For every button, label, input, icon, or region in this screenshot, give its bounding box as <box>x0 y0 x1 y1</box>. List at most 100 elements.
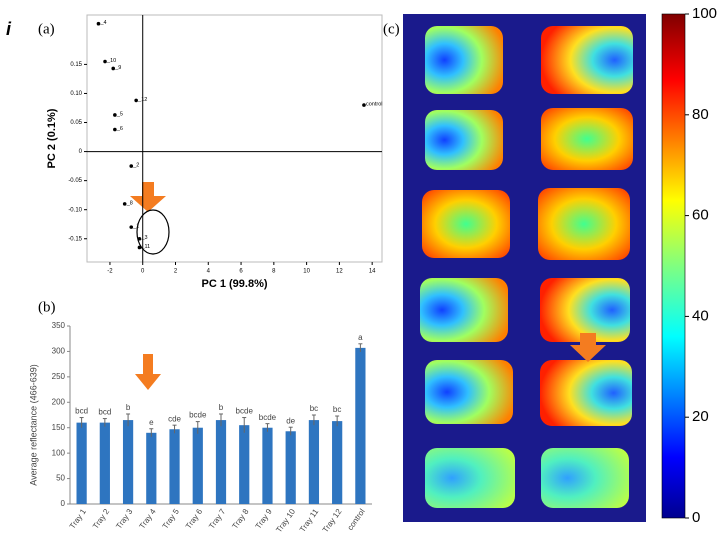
point <box>137 245 142 250</box>
image-background <box>403 14 646 522</box>
tile <box>425 26 503 94</box>
panel-label: (a) <box>38 21 55 37</box>
significance-label: cde <box>168 414 181 423</box>
significance-label: bcde <box>189 411 207 420</box>
y-axis-label: PC 2 (0.1%) <box>46 108 58 168</box>
point-label: _2 <box>132 163 139 169</box>
significance-label: bcde <box>236 407 254 416</box>
y-tick-label: -0.05 <box>68 178 82 184</box>
point <box>96 21 101 26</box>
tile <box>541 108 633 170</box>
x-tick-label: Tray 11 <box>298 507 321 534</box>
x-tick-label: 14 <box>369 269 376 275</box>
point <box>122 202 127 206</box>
tile <box>422 190 510 258</box>
x-tick-label: -2 <box>107 269 113 275</box>
point <box>111 66 116 71</box>
y-tick-label: 100 <box>52 448 66 457</box>
bar <box>192 427 203 504</box>
y-tick-label: 0 <box>79 149 83 155</box>
y-tick-label: 0.05 <box>70 120 82 126</box>
x-tick-label: Tray 7 <box>207 507 228 531</box>
x-tick-label: Tray 9 <box>254 507 275 531</box>
point-label: _5 <box>116 111 123 117</box>
y-tick-label: 250 <box>52 372 66 381</box>
significance-label: bc <box>310 404 318 413</box>
significance-label: e <box>149 418 154 427</box>
figure-label: i <box>6 19 12 39</box>
x-tick-label: 8 <box>272 269 276 275</box>
tile <box>420 278 508 342</box>
x-tick-label: Tray 1 <box>68 507 89 531</box>
point-label: _8 <box>126 200 133 206</box>
point-label: control <box>366 102 383 108</box>
colorbar-tick-label: 60 <box>692 207 709 224</box>
x-axis-label: PC 1 (99.8%) <box>201 278 267 290</box>
bar <box>215 420 227 504</box>
arrow <box>135 354 161 390</box>
x-tick-label: Tray 5 <box>161 507 182 531</box>
bar <box>239 425 250 504</box>
bar <box>332 421 343 504</box>
significance-label: bcde <box>259 413 277 422</box>
significance-label: bcd <box>98 408 111 417</box>
bar <box>308 420 320 504</box>
x-tick-label: Tray 12 <box>321 507 344 535</box>
colorbar-tick-label: 40 <box>692 307 709 324</box>
x-tick-label: Tray 6 <box>184 507 205 531</box>
y-tick-label: -0.15 <box>68 236 82 242</box>
y-tick-label: 300 <box>52 347 66 356</box>
y-tick-label: 0 <box>61 499 66 508</box>
x-tick-label: Tray 3 <box>114 507 135 531</box>
significance-label: bc <box>333 405 341 414</box>
plot-frame <box>86 14 383 263</box>
bar <box>76 422 87 504</box>
tile <box>425 360 513 424</box>
x-tick-label: Tray 4 <box>137 507 158 531</box>
point-label: _4 <box>99 20 106 26</box>
panel-label: (c) <box>383 21 400 37</box>
arrow <box>130 182 166 212</box>
point <box>103 59 107 64</box>
point-label: _6 <box>116 126 123 132</box>
tile <box>540 360 632 426</box>
point-label: _12 <box>137 97 147 103</box>
bar <box>146 432 157 504</box>
bar <box>355 347 366 504</box>
significance-label: a <box>358 333 363 342</box>
y-tick-label: 200 <box>52 397 66 406</box>
colorbar-tick-label: 100 <box>692 5 717 22</box>
heatmap-tiles <box>420 26 633 508</box>
y-tick-label: 0.10 <box>70 91 82 97</box>
colorbar-tick-label: 80 <box>692 106 709 123</box>
point <box>362 103 366 107</box>
x-tick-label: 4 <box>207 269 211 275</box>
point-label: _10 <box>106 58 116 64</box>
significance-label: b <box>219 403 224 412</box>
significance-label: bcd <box>75 407 88 416</box>
tile <box>425 110 503 170</box>
x-tick-label: 10 <box>303 269 310 275</box>
y-tick-label: 150 <box>52 423 66 432</box>
y-tick-label: 350 <box>52 321 66 330</box>
colorbar-tick-label: 20 <box>692 408 709 425</box>
tile <box>425 448 515 508</box>
y-tick-label: 50 <box>56 474 65 483</box>
point <box>113 113 117 117</box>
tile <box>540 278 630 342</box>
x-tick-label: 12 <box>336 269 343 275</box>
point <box>129 225 134 229</box>
x-tick-label: 6 <box>239 269 243 275</box>
bar <box>122 420 134 504</box>
significance-label: de <box>286 416 295 425</box>
point-label: _11 <box>140 244 150 250</box>
bar <box>285 431 296 504</box>
point <box>113 127 117 132</box>
tile <box>538 188 630 260</box>
y-axis-label: Average reflectance (466-639) <box>28 364 38 485</box>
bar <box>262 427 273 504</box>
panel-label: (b) <box>38 299 56 315</box>
x-tick-label: Tray 2 <box>91 507 112 531</box>
